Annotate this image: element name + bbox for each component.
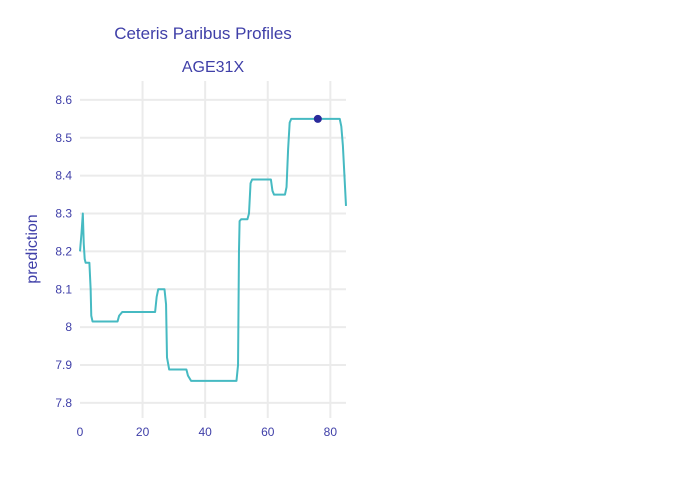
y-tick-label: 8.3: [55, 207, 72, 221]
profile-line: [79, 117, 347, 382]
chart-subtitle: AGE31X: [182, 59, 245, 76]
y-tick-label: 7.8: [55, 396, 72, 410]
x-tick-label: 0: [77, 425, 84, 439]
grid: [80, 81, 346, 418]
x-tick-label: 40: [198, 425, 212, 439]
chart-title: Ceteris Paribus Profiles: [114, 24, 292, 43]
x-tick-label: 20: [136, 425, 150, 439]
y-tick-label: 8.4: [55, 169, 72, 183]
y-tick-label: 8: [65, 320, 72, 334]
tick-labels: 0 20 40 60 80 7.8 7.9 8 8.1 8.2 8.3 8.4 8.5 8.6: [55, 93, 337, 439]
y-tick-label: 7.9: [55, 358, 72, 372]
y-tick-label: 8.2: [55, 244, 72, 258]
x-tick-label: 80: [324, 425, 338, 439]
observation-layer: [313, 114, 322, 123]
x-tick-label: 60: [261, 425, 275, 439]
observation-point: [313, 114, 322, 123]
series-layer: [79, 117, 347, 382]
y-axis-label: prediction: [24, 214, 41, 283]
y-tick-label: 8.6: [55, 93, 72, 107]
y-tick-label: 8.1: [55, 282, 72, 296]
y-tick-label: 8.5: [55, 131, 72, 145]
